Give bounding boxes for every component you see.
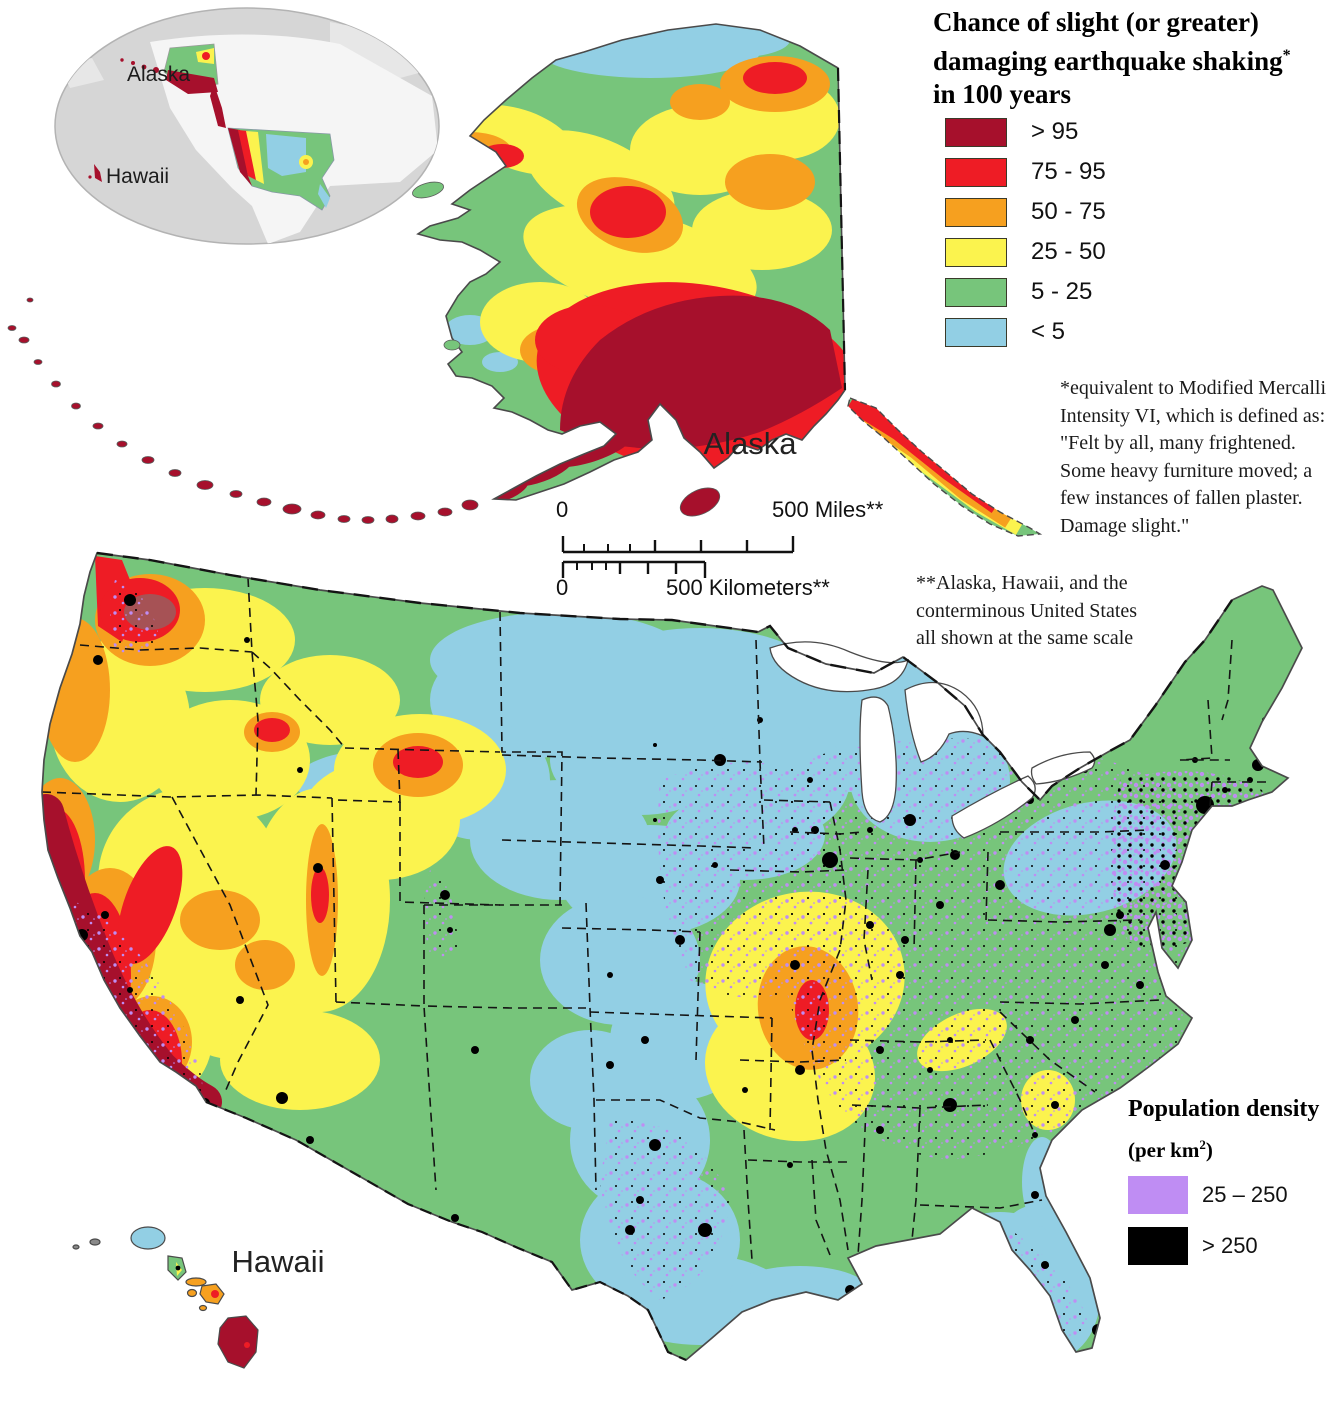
kilometers-scale-bar: [561, 560, 707, 578]
legend-label: < 5: [1031, 318, 1066, 345]
aleutian-islands: [7, 297, 721, 524]
kilometers-zero-label: 0: [556, 575, 569, 600]
legend-swatch-lt5: [945, 317, 1007, 347]
lanai-island: [186, 1288, 198, 1298]
kilometers-label: 500 Kilometers**: [666, 575, 830, 600]
legend-swatch-25-50: [945, 237, 1007, 267]
legend-swatch-75-95: [945, 157, 1007, 187]
inset-alaska-label: Alaska: [127, 63, 191, 86]
population-legend-title: Population density: [1128, 1096, 1320, 1122]
molokai-island: [185, 1277, 207, 1287]
niihau-island: [89, 1238, 101, 1246]
alaska-yukon-border: [836, 67, 847, 391]
footnote-line: "Felt by all, many frightened.: [1060, 432, 1296, 454]
title-line1: Chance of slight (or greater): [933, 7, 1259, 37]
conterminous-us-map: [41, 551, 1303, 1362]
canada-border: [96, 551, 1233, 802]
population-density-legend: Population density (per km2) 25 – 250 > …: [1128, 1096, 1336, 1265]
legend-item: 75 - 95: [945, 157, 1106, 187]
wasatch-spot: [311, 867, 329, 923]
miles-scale-bar: [561, 536, 795, 554]
inset-hawaii-shape: [88, 164, 102, 182]
legend-label: 50 - 75: [1031, 198, 1106, 225]
legend-swatch-50-75: [945, 197, 1007, 227]
alaska-south-severe-zone: [560, 295, 842, 449]
lake-erie: [951, 775, 1036, 839]
big-island: [217, 1315, 259, 1369]
kauai-island: [130, 1226, 166, 1250]
footnote-line: *equivalent to Modified Mercalli: [1060, 377, 1327, 399]
alaska-map: [7, 23, 1041, 537]
inset-conterminous-shape: [227, 127, 335, 211]
title-line3: in 100 years: [933, 79, 1071, 109]
subtitle-text: (per km: [1128, 1138, 1200, 1162]
state-borders: [42, 577, 1268, 1261]
population-legend-item: 25 – 250: [1128, 1176, 1336, 1214]
inset-globe: [54, 7, 440, 245]
inset-alaska-shape: [120, 43, 226, 128]
alaska-region-label: Alaska: [703, 426, 797, 461]
subtitle-superscript: 2: [1199, 1137, 1206, 1152]
hawaii-region-label: Hawaii: [231, 1244, 325, 1279]
lake-ontario: [1030, 751, 1096, 785]
population-swatch-25-250: [1128, 1176, 1188, 1214]
scale-bars: [561, 536, 795, 578]
footnote-line: conterminous United States: [916, 599, 1138, 622]
population-swatch-gt250: [1128, 1227, 1188, 1265]
legend-label: > 95: [1031, 118, 1079, 145]
legend-item: < 5: [945, 317, 1106, 347]
population-legend-subtitle: (per km2): [1128, 1137, 1336, 1163]
footnote-line: Damage slight.": [1060, 514, 1190, 537]
adirondack-spot: [1094, 712, 1122, 732]
nunivak-island: [443, 339, 461, 351]
same-scale-footnote: **Alaska, Hawaii, and the conterminous U…: [916, 570, 1186, 653]
lake-michigan: [859, 696, 897, 823]
st-lawrence-island: [412, 181, 444, 199]
inset-hawaii-label: Hawaii: [106, 165, 170, 188]
lake-huron: [904, 681, 984, 763]
footnote-line: **Alaska, Hawaii, and the: [916, 572, 1128, 594]
footnote-line: Intensity VI, which is defined as:: [1060, 404, 1326, 427]
legend-label: 25 - 50: [1031, 238, 1106, 265]
mexico-border: [205, 1100, 687, 1362]
legend-swatch-5-25: [945, 277, 1007, 307]
legend-label: 5 - 25: [1031, 278, 1093, 305]
miles-zero-label: 0: [556, 497, 569, 522]
population-label: 25 – 250: [1202, 1182, 1288, 1207]
population-density-speckle: [70, 580, 1270, 1343]
legend-item: 25 - 50: [945, 237, 1106, 267]
legend-item: 50 - 75: [945, 197, 1106, 227]
kodiak-island: [679, 487, 721, 517]
title-line2: damaging earthquake shaking: [933, 46, 1283, 76]
bering-sea-islands: [412, 181, 461, 351]
kahoolawe-island: [198, 1304, 208, 1312]
legend-item: 5 - 25: [945, 277, 1106, 307]
map-title: Chance of slight (or greater) damaging e…: [933, 6, 1333, 111]
footnote-line: Some heavy furniture moved; a: [1060, 459, 1313, 482]
footnote-line: all shown at the same scale: [916, 627, 1134, 649]
title-asterisk: *: [1282, 47, 1291, 64]
alaska-northeast-high-zone: [743, 62, 807, 94]
yellowstone-spot: [393, 746, 443, 778]
legend-swatch-gt95: [945, 117, 1007, 147]
legend-label: 75 - 95: [1031, 158, 1106, 185]
subtitle-text: ): [1205, 1138, 1213, 1162]
miles-label: 500 Miles**: [772, 497, 884, 522]
hazard-legend: > 95 75 - 95 50 - 75 25 - 50 5 - 25 < 5: [945, 117, 1106, 357]
hawaii-map: [72, 1226, 259, 1369]
mercalli-footnote: *equivalent to Modified Mercalli Intensi…: [1060, 375, 1336, 540]
population-label: > 250: [1202, 1233, 1258, 1258]
legend-item: > 95: [945, 117, 1106, 147]
footnote-line: few instances of fallen plaster.: [1060, 487, 1303, 509]
population-legend-item: > 250: [1128, 1227, 1336, 1265]
